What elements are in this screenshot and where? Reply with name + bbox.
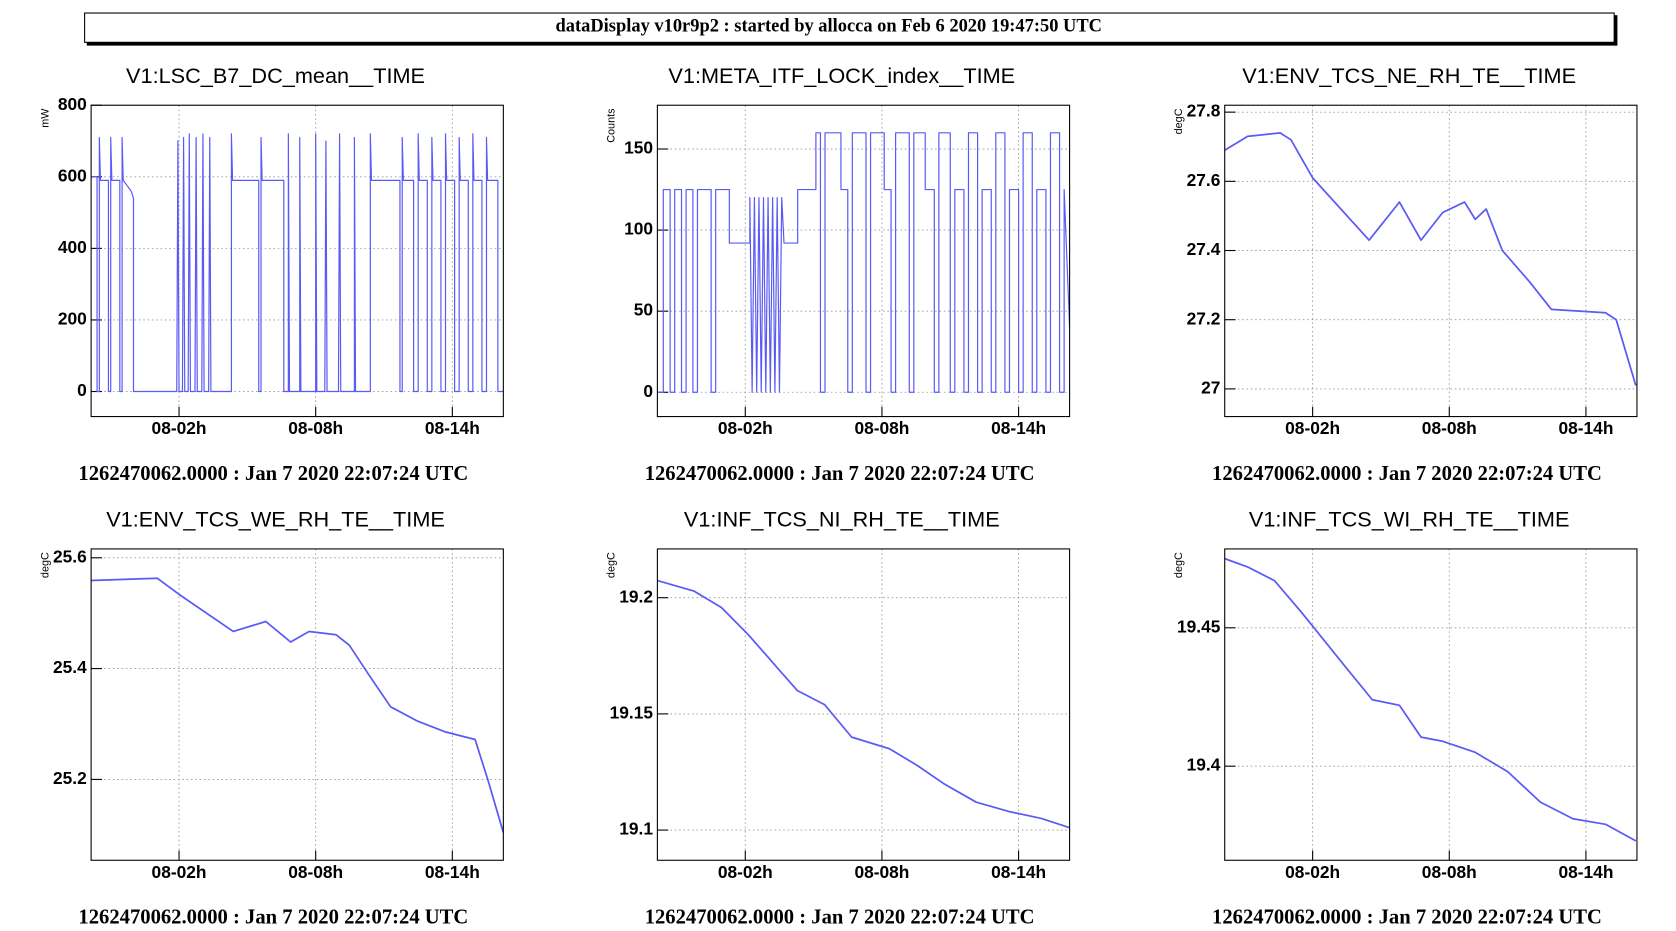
data-line bbox=[1224, 557, 1637, 842]
x-tick-label: 08-14h bbox=[1558, 862, 1613, 882]
y-tick-label: 19.45 bbox=[1177, 616, 1221, 636]
x-tick-label: 08-08h bbox=[288, 862, 343, 882]
x-tick-label: 08-14h bbox=[1558, 418, 1613, 438]
x-tick-label: 08-14h bbox=[991, 418, 1046, 438]
y-tick-label: 600 bbox=[58, 165, 87, 185]
plot-frame bbox=[656, 104, 1071, 418]
x-tick-label: 08-02h bbox=[1285, 418, 1340, 438]
chart-title: V1:ENV_TCS_WE_RH_TE__TIME bbox=[106, 506, 445, 531]
x-tick-label: 08-08h bbox=[854, 418, 909, 438]
plot-area bbox=[1224, 105, 1637, 417]
plot-frame bbox=[1224, 548, 1638, 861]
y-tick-label: 25.2 bbox=[53, 768, 87, 788]
x-tick-label: 08-08h bbox=[1422, 862, 1477, 882]
data-line bbox=[91, 133, 504, 393]
plot-area bbox=[1224, 548, 1637, 861]
plot-area bbox=[91, 548, 504, 861]
chart-title: V1:LSC_B7_DC_mean__TIME bbox=[126, 63, 425, 88]
plot-frame bbox=[90, 104, 504, 418]
y-tick-label: 200 bbox=[58, 309, 87, 329]
y-tick-label: 27.6 bbox=[1187, 170, 1221, 190]
y-tick-label: 25.4 bbox=[53, 657, 87, 677]
chart-footer: 1262470062.0000 : Jan 7 2020 22:07:24 UT… bbox=[1212, 907, 1602, 929]
plot-area bbox=[657, 548, 1070, 861]
y-tick-label: 27.4 bbox=[1187, 239, 1221, 259]
data-line bbox=[91, 577, 504, 833]
plot-frame bbox=[1224, 104, 1638, 418]
y-tick-label: 27 bbox=[1201, 377, 1220, 397]
plot-frame bbox=[90, 548, 504, 861]
y-tick-label: 50 bbox=[634, 300, 653, 320]
y-tick-label: 27.8 bbox=[1187, 101, 1221, 121]
y-tick-label: 400 bbox=[58, 237, 87, 257]
x-tick-label: 08-08h bbox=[1422, 418, 1477, 438]
chart-footer: 1262470062.0000 : Jan 7 2020 22:07:24 UT… bbox=[645, 463, 1035, 485]
x-tick-label: 08-02h bbox=[718, 862, 773, 882]
y-tick-label: 100 bbox=[624, 219, 653, 239]
y-tick-label: 19.1 bbox=[619, 819, 653, 839]
chart-title: V1:INF_TCS_WI_RH_TE__TIME bbox=[1249, 506, 1570, 531]
chart-footer: 1262470062.0000 : Jan 7 2020 22:07:24 UT… bbox=[645, 907, 1035, 929]
y-axis-label: degC bbox=[1173, 552, 1185, 578]
y-tick-label: 0 bbox=[77, 380, 87, 400]
y-axis-label: degC bbox=[39, 552, 51, 578]
y-tick-label: 150 bbox=[624, 138, 653, 158]
data-line bbox=[657, 132, 1070, 393]
data-line bbox=[657, 579, 1070, 829]
x-tick-label: 08-08h bbox=[288, 418, 343, 438]
x-tick-label: 08-02h bbox=[1285, 862, 1340, 882]
chart-footer: 1262470062.0000 : Jan 7 2020 22:07:24 UT… bbox=[78, 463, 468, 485]
y-axis-label: mW bbox=[39, 108, 51, 128]
y-tick-label: 0 bbox=[643, 381, 653, 401]
y-tick-label: 19.15 bbox=[610, 702, 654, 722]
y-axis-label: degC bbox=[606, 552, 618, 578]
plot-area bbox=[657, 105, 1070, 417]
x-tick-label: 08-14h bbox=[425, 862, 480, 882]
chart-footer: 1262470062.0000 : Jan 7 2020 22:07:24 UT… bbox=[1212, 463, 1602, 485]
y-tick-label: 800 bbox=[58, 94, 87, 114]
x-tick-label: 08-02h bbox=[152, 418, 207, 438]
header-box bbox=[84, 12, 1615, 43]
y-tick-label: 19.2 bbox=[619, 586, 653, 606]
x-tick-label: 08-02h bbox=[718, 418, 773, 438]
header-title: dataDisplay v10r9p2 : started by allocca… bbox=[556, 15, 1102, 35]
data-line bbox=[1224, 132, 1637, 386]
plot-frame bbox=[656, 548, 1071, 861]
y-axis-label: degC bbox=[1173, 108, 1185, 134]
chart-title: V1:INF_TCS_NI_RH_TE__TIME bbox=[684, 506, 1000, 531]
y-axis-label: Counts bbox=[606, 108, 618, 143]
chart-title: V1:META_ITF_LOCK_index__TIME bbox=[668, 63, 1015, 88]
x-tick-label: 08-08h bbox=[854, 862, 909, 882]
y-tick-label: 27.2 bbox=[1187, 308, 1221, 328]
y-tick-label: 25.6 bbox=[53, 546, 87, 566]
plot-area bbox=[91, 105, 504, 417]
x-tick-label: 08-14h bbox=[991, 862, 1046, 882]
x-tick-label: 08-02h bbox=[152, 862, 207, 882]
chart-footer: 1262470062.0000 : Jan 7 2020 22:07:24 UT… bbox=[78, 907, 468, 929]
y-tick-label: 19.4 bbox=[1187, 755, 1221, 775]
x-tick-label: 08-14h bbox=[425, 418, 480, 438]
chart-title: V1:ENV_TCS_NE_RH_TE__TIME bbox=[1242, 63, 1576, 88]
